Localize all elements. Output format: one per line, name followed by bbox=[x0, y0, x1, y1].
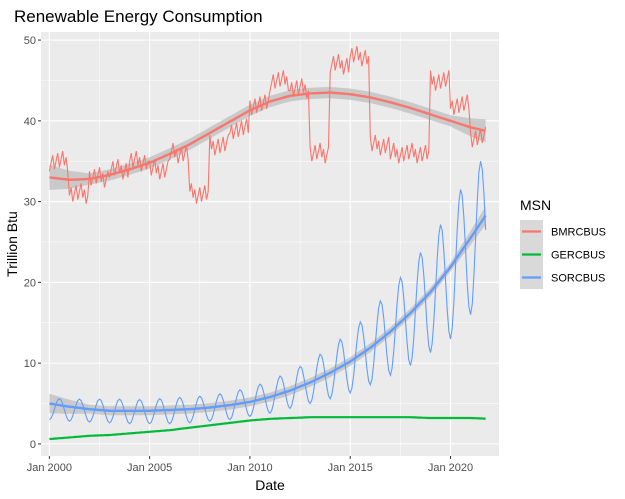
y-axis: 0 10 20 30 40 50 bbox=[24, 35, 41, 451]
legend-label-SORCBUS: SORCBUS bbox=[551, 273, 605, 285]
line-GERCBUS bbox=[49, 416, 486, 441]
chart-title: Renewable Energy Consumption bbox=[14, 7, 263, 26]
y-axis-title: Trillion Btu bbox=[4, 211, 20, 277]
y-tick-label: 20 bbox=[24, 277, 36, 289]
x-tick-label: Jan 2015 bbox=[328, 462, 373, 474]
line-SORCBUS bbox=[49, 161, 487, 425]
y-tick-label: 30 bbox=[24, 197, 36, 209]
smooth-BMRCBUS bbox=[49, 91, 486, 182]
x-tick-label: Jan 2010 bbox=[227, 462, 272, 474]
x-tick-label: Jan 2020 bbox=[428, 462, 473, 474]
legend: MSN BMRCBUS GERCBUS SORCBUS bbox=[520, 197, 606, 289]
confidence-bands bbox=[49, 86, 486, 416]
legend-label-BMRCBUS: BMRCBUS bbox=[551, 227, 606, 239]
grid-major bbox=[41, 32, 499, 456]
smooth-SORCBUS bbox=[49, 214, 487, 412]
y-tick-label: 40 bbox=[24, 116, 36, 128]
smooth-lines bbox=[49, 91, 487, 412]
y-tick-label: 10 bbox=[24, 358, 36, 370]
x-axis-title: Date bbox=[255, 477, 285, 493]
band-BMRCBUS bbox=[49, 86, 486, 190]
legend-label-GERCBUS: GERCBUS bbox=[551, 250, 605, 262]
x-axis: Jan 2000 Jan 2005 Jan 2010 Jan 2015 Jan 2020 bbox=[27, 456, 473, 474]
y-tick-label: 50 bbox=[24, 35, 36, 47]
x-tick-label: Jan 2005 bbox=[127, 462, 172, 474]
x-tick-label: Jan 2000 bbox=[27, 462, 72, 474]
legend-title: MSN bbox=[520, 197, 551, 213]
y-tick-label: 0 bbox=[30, 439, 36, 451]
